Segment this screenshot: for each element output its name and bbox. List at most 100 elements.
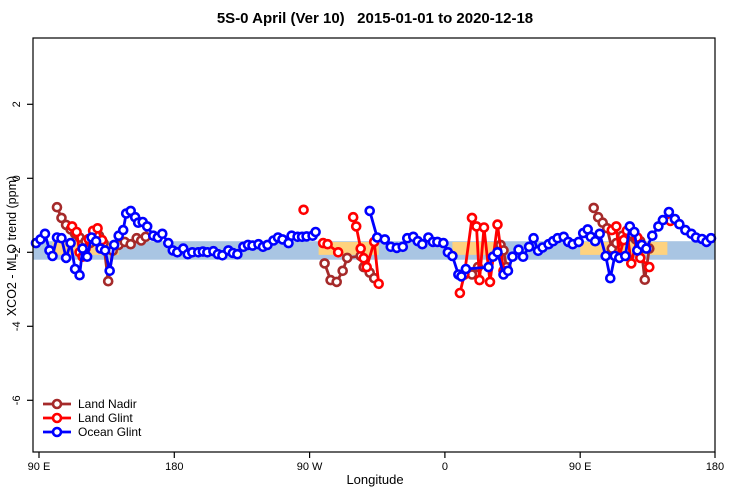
x-tick-label: 90 E <box>28 461 51 473</box>
x-tick-label: 90 E <box>569 461 592 473</box>
legend-item-ocean-glint: Ocean Glint <box>43 425 142 439</box>
data-point-ocean-glint <box>77 243 88 254</box>
data-point-ocean-glint <box>674 218 685 230</box>
data-point-ocean-glint <box>619 250 631 262</box>
data-point-ocean-glint <box>663 206 675 218</box>
data-point-ocean-glint <box>705 232 717 244</box>
data-point-ocean-glint <box>99 245 111 256</box>
data-point-ocean-glint <box>604 272 616 284</box>
data-point-ocean-glint <box>528 232 539 244</box>
data-point-ocean-glint <box>657 214 669 226</box>
data-point-ocean-glint <box>60 252 72 264</box>
data-point-ocean-glint <box>65 237 76 249</box>
data-point-land-glint <box>454 287 466 299</box>
data-point-land-glint <box>466 212 478 224</box>
data-point-land-glint <box>474 274 485 286</box>
data-point-ocean-glint <box>523 241 535 253</box>
data-point-ocean-glint <box>594 228 606 240</box>
y-tick-label: -4 <box>11 321 23 331</box>
data-point-ocean-glint <box>104 265 115 277</box>
legend-item-land-nadir: Land Nadir <box>43 397 137 411</box>
data-point-land-nadir <box>331 276 343 288</box>
data-point-ocean-glint <box>628 226 640 238</box>
data-point-ocean-glint <box>460 263 472 275</box>
data-point-ocean-glint <box>141 221 153 232</box>
legend-marker-land-nadir <box>51 398 63 410</box>
legend-label-land-nadir: Land Nadir <box>78 397 137 411</box>
data-point-ocean-glint <box>39 228 51 240</box>
data-point-land-glint <box>610 221 622 232</box>
y-tick-label: -6 <box>11 395 23 405</box>
data-point-land-glint <box>373 278 385 290</box>
data-point-ocean-glint <box>492 247 503 258</box>
series-ocean-glint <box>30 205 717 284</box>
data-point-ocean-glint <box>163 237 174 249</box>
data-point-land-glint <box>71 226 82 238</box>
data-point-ocean-glint <box>438 237 449 249</box>
data-point-ocean-glint <box>379 234 391 245</box>
data-point-ocean-glint <box>513 244 524 255</box>
data-point-ocean-glint <box>364 205 376 217</box>
data-point-ocean-glint <box>157 228 168 240</box>
data-point-ocean-glint <box>483 261 494 273</box>
x-tick-label: 180 <box>706 461 724 473</box>
x-axis-ticks: 90 E 180 90 W 0 90 E 180 <box>28 452 724 473</box>
y-tick-label: 0 <box>11 175 23 181</box>
data-point-ocean-glint <box>507 251 518 263</box>
data-point-ocean-glint <box>573 236 585 248</box>
plot-border <box>32 37 716 453</box>
data-point-ocean-glint <box>310 226 321 238</box>
data-point-ocean-glint <box>108 239 120 251</box>
x-tick-label: 180 <box>165 461 183 473</box>
data-point-ocean-glint <box>397 241 409 253</box>
data-point-land-glint <box>358 252 370 264</box>
data-point-land-glint <box>92 223 103 234</box>
data-point-land-nadir <box>341 252 353 264</box>
x-tick-label: 90 W <box>297 461 323 473</box>
legend-marker-ocean-glint <box>51 426 63 438</box>
data-point-land-nadir <box>319 258 330 269</box>
data-point-land-nadir <box>51 201 63 213</box>
data-point-ocean-glint <box>589 235 601 247</box>
legend-label-ocean-glint: Ocean Glint <box>78 425 142 439</box>
data-point-land-glint <box>298 204 309 216</box>
data-point-ocean-glint <box>56 232 67 244</box>
data-point-land-glint <box>492 219 503 230</box>
data-point-ocean-glint <box>81 251 93 263</box>
data-point-land-glint <box>350 221 362 232</box>
data-point-land-nadir <box>102 275 114 287</box>
legend-label-land-glint: Land Glint <box>78 411 133 425</box>
y-axis-ticks: 2 0 -2 -4 -6 <box>11 101 33 405</box>
data-point-ocean-glint <box>47 250 58 262</box>
x-axis-label: Longitude <box>346 472 404 487</box>
data-point-ocean-glint <box>90 235 102 247</box>
data-point-land-nadir <box>337 265 349 277</box>
legend-item-land-glint: Land Glint <box>43 411 133 425</box>
data-point-ocean-glint <box>646 230 658 241</box>
data-point-ocean-glint <box>456 271 467 282</box>
data-point-land-glint <box>625 258 637 269</box>
data-point-ocean-glint <box>517 251 529 263</box>
data-point-ocean-glint <box>600 250 612 262</box>
data-point-land-glint <box>643 261 655 273</box>
data-point-land-glint <box>322 238 333 250</box>
x-tick-label: 0 <box>442 461 448 473</box>
data-point-land-glint <box>332 247 344 258</box>
data-point-ocean-glint <box>447 250 458 262</box>
data-point-land-glint <box>478 222 490 233</box>
y-tick-label: -2 <box>11 247 23 257</box>
data-point-land-glint <box>361 261 373 273</box>
data-point-ocean-glint <box>640 243 652 254</box>
data-point-ocean-glint <box>74 269 85 281</box>
data-point-land-glint <box>484 276 496 288</box>
data-point-land-nadir <box>588 202 600 214</box>
chart-title: 5S-0 April (Ver 10) 2015-01-01 to 2020-1… <box>216 10 534 27</box>
y-tick-label: 2 <box>11 101 23 107</box>
data-point-ocean-glint <box>117 224 129 236</box>
data-point-land-glint <box>347 211 359 223</box>
data-point-land-nadir <box>639 274 651 286</box>
data-point-ocean-glint <box>502 265 514 277</box>
